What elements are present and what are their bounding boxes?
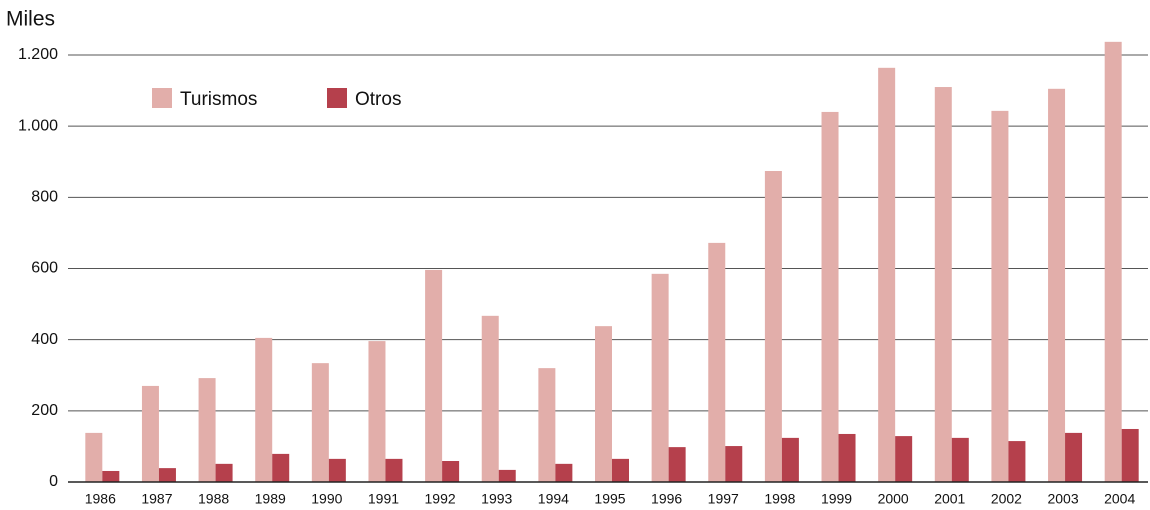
- x-tick-label: 1992: [425, 491, 456, 507]
- legend-swatch: [152, 88, 172, 108]
- bar: [668, 447, 686, 482]
- x-tick-label: 2004: [1104, 491, 1135, 507]
- bar: [1104, 41, 1122, 482]
- bar: [141, 385, 159, 482]
- bar: [85, 432, 103, 482]
- bar: [1065, 432, 1083, 482]
- y-axis-label: Miles: [6, 8, 55, 31]
- legend-label: Turismos: [180, 89, 257, 110]
- x-tick-label: 1990: [311, 491, 342, 507]
- bar: [498, 469, 516, 482]
- bar: [215, 463, 233, 482]
- x-tick-label: 1986: [85, 491, 116, 507]
- bar: [102, 470, 120, 482]
- x-tick-label: 1998: [764, 491, 795, 507]
- bar: [1121, 428, 1139, 482]
- x-tick-label: 1997: [708, 491, 739, 507]
- bar: [725, 446, 743, 482]
- bar: [198, 378, 216, 482]
- y-tick-label: 800: [31, 189, 58, 206]
- legend-label: Otros: [355, 89, 401, 110]
- x-tick-label: 1991: [368, 491, 399, 507]
- bar: [272, 453, 290, 482]
- bar: [1048, 88, 1066, 482]
- y-tick-label: 200: [31, 402, 58, 419]
- bar: [612, 458, 629, 482]
- y-tick-label: 0: [49, 473, 58, 490]
- bar: [255, 337, 273, 482]
- bar: [838, 433, 856, 482]
- y-tick-label: 1.200: [18, 46, 58, 63]
- x-tick-label: 1987: [141, 491, 172, 507]
- bar: [311, 363, 329, 482]
- bar: [878, 67, 896, 482]
- bar: [595, 326, 612, 482]
- bar: [708, 242, 726, 482]
- y-tick-label: 600: [31, 260, 58, 277]
- bar: [538, 368, 556, 482]
- x-tick-label: 1994: [538, 491, 569, 507]
- x-tick-label: 1989: [255, 491, 286, 507]
- bar: [991, 110, 1009, 482]
- bar: [368, 341, 386, 482]
- x-tick-label: 1993: [481, 491, 512, 507]
- y-tick-label: 1.000: [18, 117, 58, 134]
- bar: [821, 111, 839, 482]
- x-tick-label: 2001: [934, 491, 965, 507]
- bar: [934, 87, 952, 483]
- x-tick-label: 2000: [878, 491, 909, 507]
- bar: [481, 315, 499, 482]
- bar: [651, 273, 669, 482]
- bar: [1008, 441, 1026, 482]
- bar: [951, 437, 969, 482]
- x-tick-label: 1988: [198, 491, 229, 507]
- bar: [385, 458, 403, 482]
- bar: [764, 171, 782, 483]
- bar: [425, 269, 443, 482]
- bar: [895, 436, 913, 482]
- bar: [158, 468, 176, 482]
- x-tick-label: 2003: [1047, 491, 1078, 507]
- x-tick-label: 1996: [651, 491, 682, 507]
- bar: [781, 437, 799, 482]
- bar: [442, 461, 460, 482]
- x-tick-label: 2002: [991, 491, 1022, 507]
- bar: [555, 463, 573, 482]
- x-tick-label: 1995: [594, 491, 625, 507]
- y-tick-label: 400: [31, 331, 58, 348]
- bar: [328, 458, 346, 482]
- x-tick-label: 1999: [821, 491, 852, 507]
- legend-swatch: [327, 88, 347, 108]
